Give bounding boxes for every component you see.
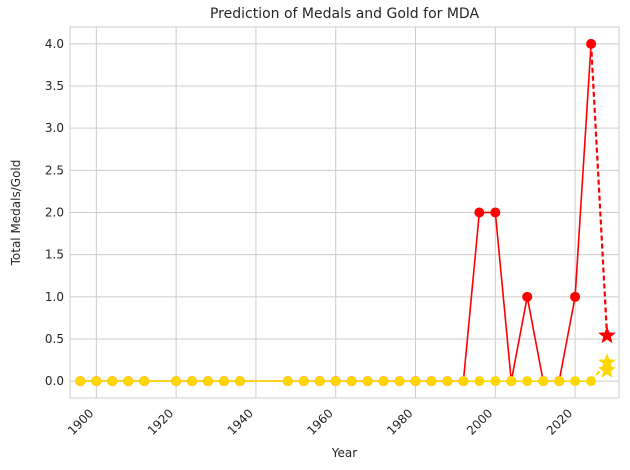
prediction-star — [598, 326, 616, 344]
data-point — [506, 376, 517, 387]
data-point — [426, 376, 437, 387]
data-point — [394, 376, 405, 387]
series-layer — [75, 38, 616, 387]
data-point — [538, 376, 549, 387]
x-axis-label: Year — [331, 446, 357, 460]
data-point — [570, 376, 581, 387]
y-tick-label: 4.0 — [45, 37, 64, 51]
data-point — [522, 291, 533, 302]
y-tick-label: 2.5 — [45, 163, 64, 177]
data-point — [123, 376, 134, 387]
data-point — [282, 376, 293, 387]
data-point — [490, 376, 501, 387]
data-point — [378, 376, 389, 387]
data-point — [314, 376, 325, 387]
y-tick-label: 3.0 — [45, 121, 64, 135]
y-tick-label: 1.5 — [45, 248, 64, 262]
data-point — [187, 376, 198, 387]
plot-frame — [69, 26, 620, 399]
chart-title: Prediction of Medals and Gold for MDA — [210, 6, 479, 22]
data-point — [171, 376, 182, 387]
data-point — [442, 376, 453, 387]
data-point — [346, 376, 357, 387]
data-point — [91, 376, 102, 387]
data-point — [107, 376, 118, 387]
data-point — [522, 376, 533, 387]
data-point — [298, 376, 309, 387]
data-point — [410, 376, 421, 387]
y-axis-label: Total Medals/Gold — [9, 160, 23, 267]
y-tick-label: 1.0 — [45, 290, 64, 304]
data-point — [234, 376, 245, 387]
data-point — [362, 376, 373, 387]
prediction-line — [589, 43, 609, 336]
data-point — [554, 376, 565, 387]
data-point — [219, 376, 230, 387]
prediction-star — [598, 360, 616, 378]
data-point — [490, 207, 501, 218]
data-point — [570, 291, 581, 302]
y-tick-label: 2.0 — [45, 206, 64, 220]
data-point — [474, 207, 485, 218]
data-point — [474, 376, 485, 387]
data-point — [330, 376, 341, 387]
y-tick-label: 3.5 — [45, 79, 64, 93]
data-point — [203, 376, 214, 387]
data-point — [458, 376, 469, 387]
y-tick-label: 0.0 — [45, 374, 64, 388]
data-point — [139, 376, 150, 387]
data-point — [75, 376, 86, 387]
y-tick-label: 0.5 — [45, 332, 64, 346]
